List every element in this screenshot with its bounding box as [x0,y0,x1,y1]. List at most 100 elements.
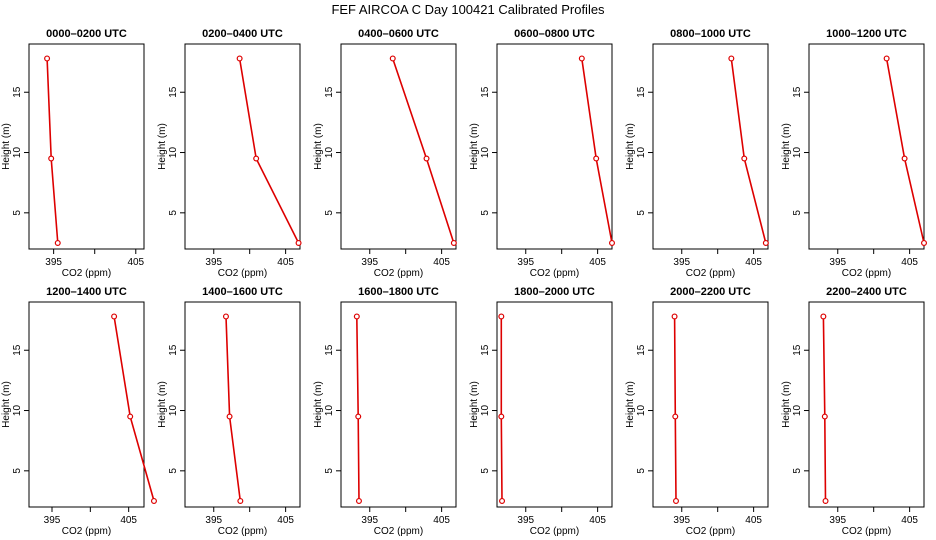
panel-3: 0400–0600 UTC 395 405 5 10 15 CO2 (ppm) Height … [313,28,457,279]
plot-frame [808,43,925,250]
panel-5: 0800–1000 UTC 395 405 5 10 15 CO2 (ppm) Height … [625,28,769,279]
y-axis-label: Height (m) [1,381,12,428]
x-axis-label: CO2 (ppm) [530,526,579,537]
data-point [423,155,430,162]
x-axis-label: CO2 (ppm) [374,526,423,537]
panel-title: 0400–0600 UTC [358,28,439,40]
data-point [355,497,362,504]
x-tick-label: 405 [745,257,762,268]
profile-line [822,316,827,502]
y-tick-label: 10 [480,405,491,417]
x-tick-label: 405 [589,515,606,526]
y-axis-label: Height (m) [781,123,792,170]
panel-12: 2200–2400 UTC 395 405 5 10 15 CO2 (ppm) Height … [781,286,925,537]
x-axis-label: CO2 (ppm) [218,526,267,537]
y-tick-label: 15 [168,344,179,356]
panel-title: 1000–1200 UTC [826,28,907,40]
x-axis-label: CO2 (ppm) [686,526,735,537]
data-point [821,413,828,420]
y-axis-label: Height (m) [157,123,168,170]
plot-frame [496,301,613,508]
y-axis-label: Height (m) [313,123,324,170]
panel-title: 1600–1800 UTC [358,286,439,298]
data-point [920,239,927,246]
data-point [883,55,890,62]
y-tick-label: 15 [324,86,335,98]
x-axis-label: CO2 (ppm) [62,526,111,537]
y-tick-label: 15 [12,344,23,356]
y-tick-label: 10 [12,147,23,159]
y-axis-label: Height (m) [157,381,168,428]
y-tick-label: 10 [168,147,179,159]
y-tick-label: 10 [636,405,647,417]
y-tick-label: 15 [480,344,491,356]
x-tick-label: 395 [205,257,222,268]
y-tick-label: 15 [324,344,335,356]
x-tick-label: 405 [433,515,450,526]
data-point [355,413,362,420]
data-point [353,313,360,320]
y-tick-label: 10 [480,147,491,159]
profile-line [581,58,613,244]
data-point [820,313,827,320]
x-axis-label: CO2 (ppm) [218,268,267,279]
y-tick-label: 10 [168,405,179,417]
y-tick-label: 5 [12,468,23,474]
profile-line [391,58,455,244]
x-tick-label: 395 [829,257,846,268]
data-point [608,239,615,246]
data-point [450,239,457,246]
y-tick-label: 5 [168,210,179,216]
x-tick-label: 395 [45,257,62,268]
y-tick-label: 15 [12,86,23,98]
x-tick-label: 405 [901,257,918,268]
y-axis-label: Height (m) [1,123,12,170]
x-tick-label: 395 [361,515,378,526]
panel-title: 1800–2000 UTC [514,286,595,298]
x-tick-label: 405 [277,515,294,526]
y-tick-label: 10 [636,147,647,159]
profile-line [500,316,503,502]
x-tick-label: 395 [673,257,690,268]
y-tick-label: 15 [168,86,179,98]
data-point [498,413,505,420]
plot-frame [28,43,145,250]
data-point [150,497,157,504]
panel-title: 0200–0400 UTC [202,28,283,40]
data-point [741,155,748,162]
y-tick-label: 5 [636,468,647,474]
plot-frame [184,301,301,508]
x-axis-label: CO2 (ppm) [842,268,891,279]
plot-frame [340,43,457,250]
panel-8: 1400–1600 UTC 395 405 5 10 15 CO2 (ppm) Height … [157,286,301,537]
x-tick-label: 395 [517,257,534,268]
y-axis-label: Height (m) [781,381,792,428]
panel-2: 0200–0400 UTC 395 405 5 10 15 CO2 (ppm) Height … [157,28,302,279]
x-tick-label: 395 [829,515,846,526]
data-point [48,155,55,162]
y-tick-label: 10 [792,405,803,417]
data-point [762,239,769,246]
data-point [253,155,260,162]
profile-line [885,58,925,244]
panel-title: 0000–0200 UTC [46,28,127,40]
y-axis-label: Height (m) [625,123,636,170]
x-tick-label: 395 [44,515,61,526]
x-axis-label: CO2 (ppm) [374,268,423,279]
x-tick-label: 405 [901,515,918,526]
y-tick-label: 5 [636,210,647,216]
panel-title: 1200–1400 UTC [46,286,127,298]
profile-line [673,316,677,502]
data-point [578,55,585,62]
y-tick-label: 10 [792,147,803,159]
panel-title: 2000–2200 UTC [670,286,751,298]
data-point [672,497,679,504]
plot-frame [340,301,457,508]
panel-title: 0800–1000 UTC [670,28,751,40]
panel-4: 0600–0800 UTC 395 405 5 10 15 CO2 (ppm) Height … [469,28,615,279]
y-tick-label: 5 [480,210,491,216]
profile-line [113,316,155,502]
figure-title: FEF AIRCOA C Day 100421 Calibrated Profi… [331,2,605,17]
y-tick-label: 5 [792,468,803,474]
